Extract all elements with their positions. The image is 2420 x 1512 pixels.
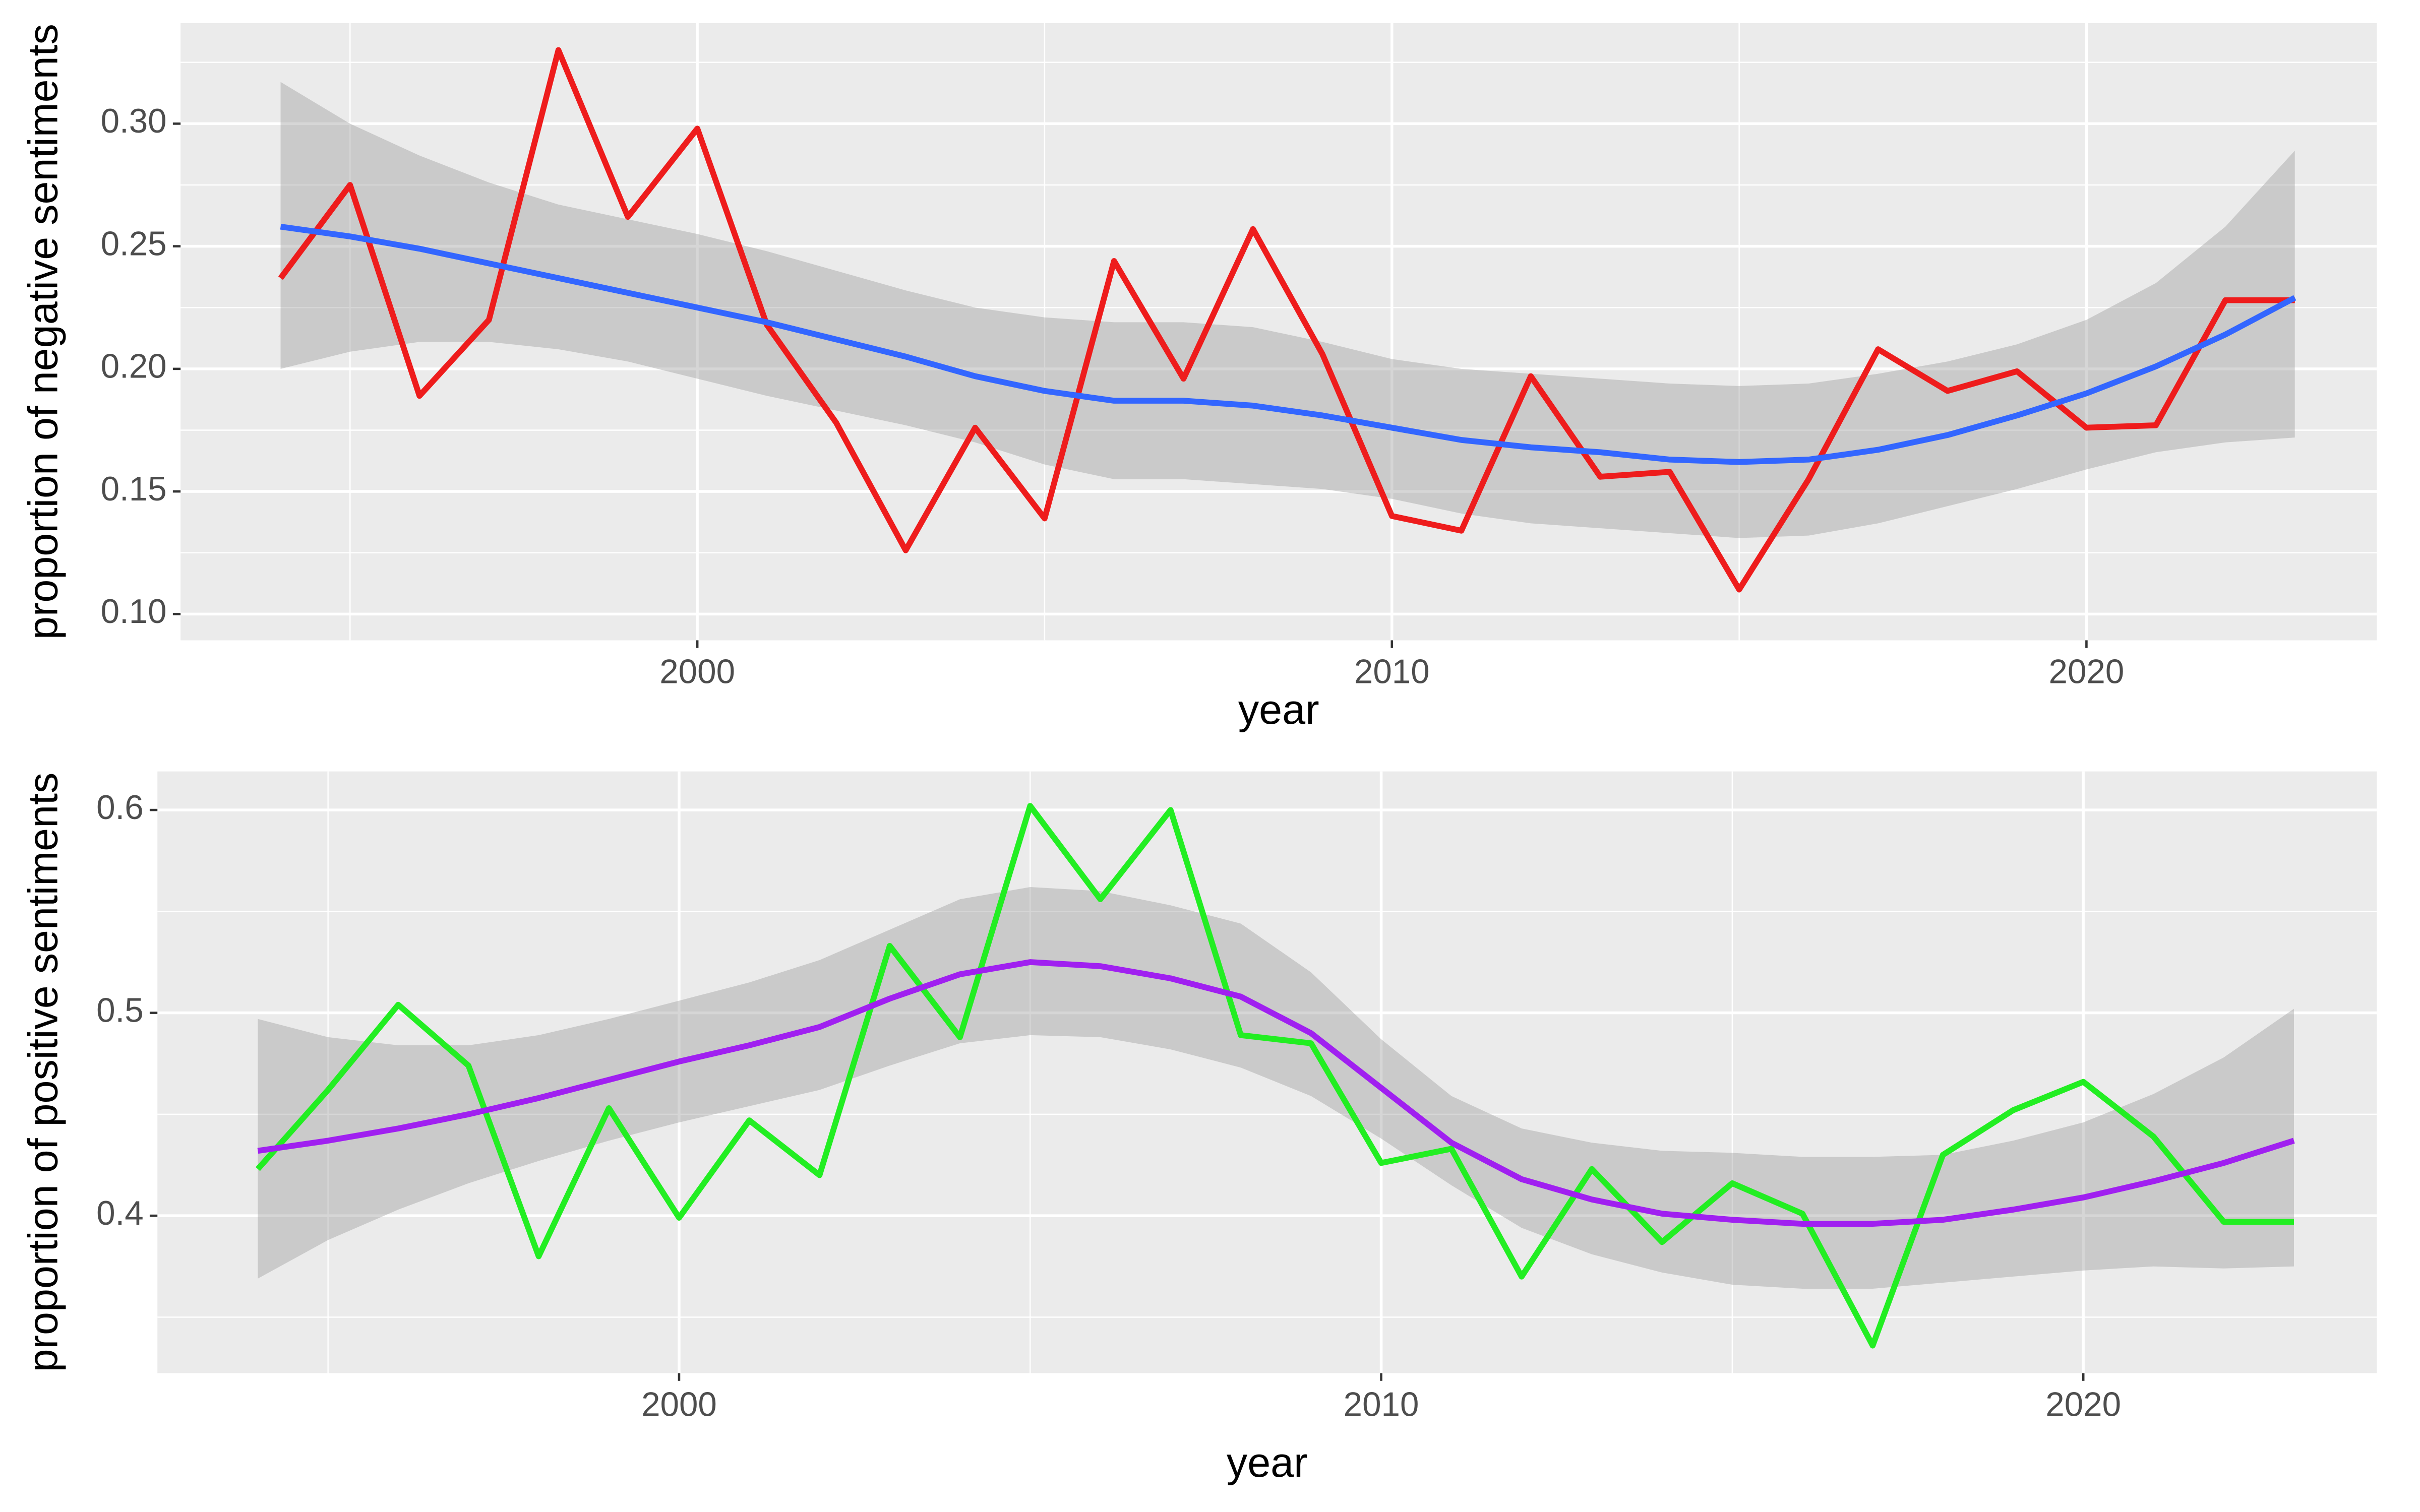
- y-tick-label: 0.10: [101, 593, 167, 631]
- y-tick-label: 0.5: [96, 991, 144, 1029]
- series-line: [257, 959, 2295, 1227]
- plot-panel: [180, 23, 2377, 641]
- y-tick-label: 0.30: [101, 102, 167, 140]
- series-line: [256, 803, 2294, 1349]
- x-tick-label: 2010: [1354, 653, 1430, 691]
- x-axis-title: year: [1227, 1439, 1308, 1486]
- x-tick-label: 2010: [1344, 1386, 1419, 1424]
- confidence-band: [258, 887, 2294, 1289]
- y-tick-label: 0.25: [101, 225, 167, 263]
- x-tick-label: 2000: [641, 1386, 717, 1424]
- y-axis-title: proportion of negative sentiments: [20, 24, 67, 640]
- x-tick-label: 2020: [2045, 1386, 2121, 1424]
- series-line: [278, 47, 2295, 593]
- x-tick-label: 2020: [2049, 653, 2125, 691]
- plot-panel: [157, 771, 2377, 1373]
- y-tick-label: 0.4: [96, 1194, 144, 1232]
- y-tick-label: 0.15: [101, 470, 167, 508]
- x-tick-label: 2000: [659, 653, 735, 691]
- y-tick-label: 0.6: [96, 789, 144, 827]
- confidence-band: [280, 82, 2295, 538]
- y-axis-title: proportion of positive sentiments: [20, 773, 67, 1372]
- x-axis-title: year: [1238, 686, 1319, 733]
- y-tick-label: 0.20: [101, 348, 167, 386]
- series-line: [280, 223, 2296, 465]
